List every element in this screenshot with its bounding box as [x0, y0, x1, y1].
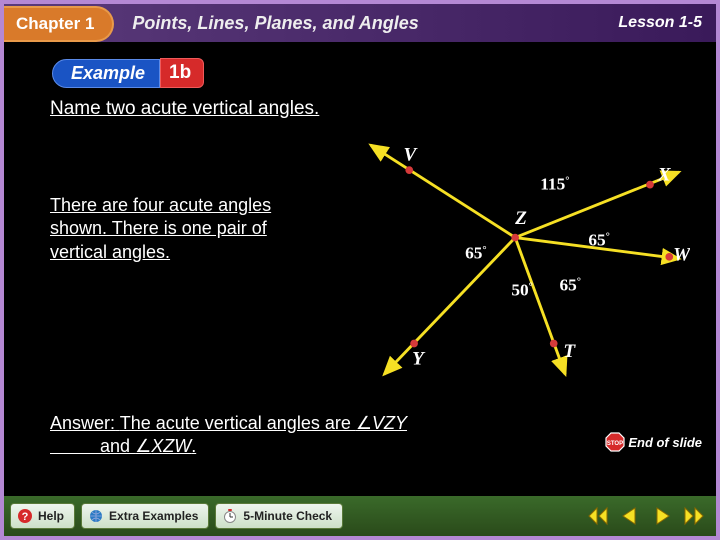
- answer-body: The acute vertical angles are: [120, 413, 356, 433]
- next-double-button[interactable]: [681, 504, 707, 528]
- content-area: Example 1b Name two acute vertical angle…: [4, 42, 716, 496]
- extra-examples-button[interactable]: Extra Examples: [81, 503, 209, 529]
- answer-prefix: Answer:: [50, 413, 115, 433]
- stop-icon: STOP: [605, 432, 625, 452]
- answer-suffix: .: [191, 436, 196, 456]
- extra-label: Extra Examples: [109, 509, 198, 523]
- prev-button[interactable]: [617, 504, 643, 528]
- check-label: 5-Minute Check: [243, 509, 332, 523]
- slide-frame: Chapter 1 Points, Lines, Planes, and Ang…: [0, 0, 720, 540]
- header-bar: Chapter 1 Points, Lines, Planes, and Ang…: [4, 4, 716, 42]
- chapter-label: Chapter 1: [16, 14, 94, 34]
- globe-icon: [88, 508, 104, 524]
- svg-text:65°: 65°: [559, 276, 581, 295]
- example-badge: Example 1b: [52, 58, 204, 88]
- chapter-badge: Chapter 1: [4, 6, 114, 42]
- lesson-label: Lesson 1-5: [618, 14, 702, 32]
- svg-text:X: X: [657, 165, 672, 186]
- next-button[interactable]: [649, 504, 675, 528]
- body-text: There are four acute angles shown. There…: [50, 194, 300, 264]
- five-minute-check-button[interactable]: 5-Minute Check: [215, 503, 343, 529]
- question-text: Name two acute vertical angles.: [50, 98, 319, 120]
- svg-text:115°: 115°: [540, 174, 569, 193]
- answer-conj: and: [95, 436, 135, 456]
- footer-bar: ? Help Extra Examples 5-Minute Check: [4, 496, 716, 536]
- example-label: Example: [52, 59, 160, 88]
- clock-icon: [222, 508, 238, 524]
- end-slide-label: End of slide: [628, 435, 702, 450]
- svg-text:Y: Y: [412, 349, 426, 370]
- svg-text:65°: 65°: [465, 244, 487, 263]
- angle-symbol-icon: ∠: [135, 436, 151, 456]
- svg-text:Z: Z: [514, 208, 527, 229]
- end-of-slide: STOP End of slide: [605, 432, 702, 452]
- svg-text:T: T: [563, 341, 576, 362]
- answer-text: Answer: The acute vertical angles are ∠V…: [50, 412, 570, 459]
- angle-symbol-icon: ∠: [356, 413, 372, 433]
- svg-text:V: V: [403, 145, 418, 166]
- help-button[interactable]: ? Help: [10, 503, 75, 529]
- header-title: Points, Lines, Planes, and Angles: [132, 13, 618, 34]
- svg-text:50°: 50°: [511, 280, 533, 299]
- help-icon: ?: [17, 508, 33, 524]
- example-number: 1b: [160, 58, 204, 88]
- svg-text:STOP: STOP: [607, 441, 623, 447]
- angle1: VZY: [372, 413, 407, 433]
- svg-text:W: W: [673, 245, 690, 266]
- help-label: Help: [38, 509, 64, 523]
- svg-text:65°: 65°: [588, 230, 610, 249]
- svg-text:?: ?: [22, 511, 29, 523]
- prev-double-button[interactable]: [585, 504, 611, 528]
- angle2: XZW: [151, 436, 191, 456]
- angle-diagram: V X Y W T Z 115° 65° 65° 65° 50°: [350, 122, 690, 382]
